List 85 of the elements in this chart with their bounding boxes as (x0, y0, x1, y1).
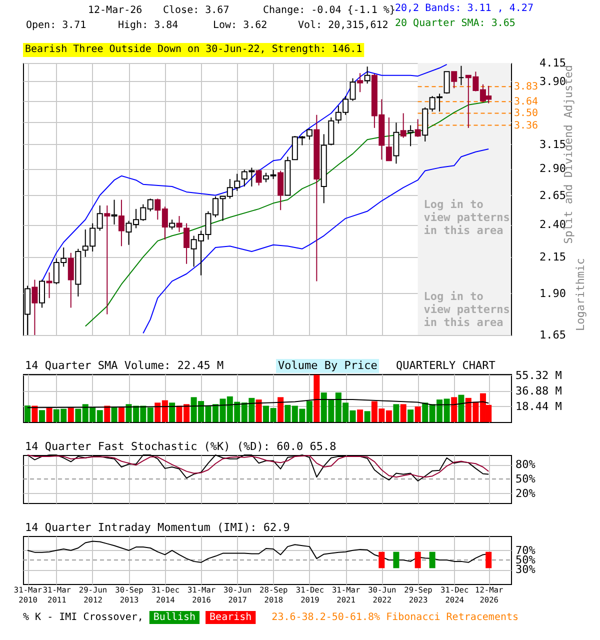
y-tick-label: 50% (516, 472, 536, 486)
bar (451, 397, 458, 422)
candlestick (451, 71, 458, 89)
candlestick (111, 199, 118, 225)
candlestick (104, 204, 110, 315)
candlestick (169, 219, 176, 230)
bar (364, 411, 370, 422)
chart-title: 14 Quarter SMA Volume: 22.45 M (25, 359, 224, 372)
y-tick-label: 3.15 (540, 138, 566, 151)
text: Low: 3.62 (213, 20, 268, 31)
bar (278, 397, 284, 422)
bar (39, 410, 45, 422)
bar (357, 410, 364, 422)
bar (400, 404, 406, 422)
candlestick (364, 66, 370, 84)
candlestick (400, 112, 406, 138)
candlestick (256, 169, 262, 186)
candlestick (458, 65, 464, 86)
text: Close: 3.67 (163, 5, 230, 16)
y-tick-label: 80% (516, 458, 536, 472)
text: Open: 3.71 (26, 20, 86, 31)
bar (393, 404, 400, 422)
candlestick (176, 216, 182, 232)
text: Bearish (210, 612, 252, 623)
text: 12-Mar-26 (88, 5, 142, 16)
candlestick (184, 222, 190, 264)
ref-line-label: 3.50 (514, 108, 538, 120)
candlestick (46, 272, 52, 299)
candlestick (393, 122, 400, 164)
y-tick-label: 2.15 (540, 250, 566, 264)
band-label: Log in to view patterns in this area (424, 198, 510, 237)
text: Bullish (153, 612, 196, 623)
text: 23.6-38.2-50-61.8% Fibonacci Retracements (272, 612, 519, 623)
y-tick-label: 3.90 (540, 74, 566, 88)
y-tick-label: 18.44 M (516, 400, 562, 413)
ref-line-label: 3.83 (514, 82, 538, 93)
y-tick-label: 55.32 M (516, 368, 562, 382)
candlestick (386, 116, 392, 162)
candlestick (39, 279, 45, 308)
candlestick (357, 72, 364, 93)
ref-line-label: 3.64 (514, 96, 538, 108)
candlestick (32, 279, 38, 336)
y-tick-label: 4.15 (540, 56, 566, 70)
bar (24, 405, 31, 422)
bar (314, 374, 320, 422)
bar (111, 408, 118, 422)
text: QUARTERLY CHART (396, 359, 496, 372)
chart-title: Bearish Three Outside Down on 30-Jun-22, Strength: 146.1 (25, 44, 362, 55)
line-series (27, 399, 490, 408)
y-tick-label: 36.88 M (516, 384, 562, 398)
candlestick (68, 252, 74, 308)
y-tick-label: 1.65 (540, 328, 566, 342)
bar (68, 408, 74, 422)
bar (458, 394, 464, 422)
bar (408, 410, 414, 422)
bar (32, 406, 38, 422)
bar (118, 406, 124, 422)
chart-title: 14 Quarter Fast Stochastic (%K) (%D): 60.0 65.8 (25, 440, 336, 453)
bar (169, 402, 176, 422)
text: Vol: 20,315,612 (298, 20, 388, 31)
text: High: 3.84 (118, 20, 178, 31)
y-tick-label: 70% (516, 544, 536, 557)
candlestick (414, 118, 421, 138)
text: Volume By Price (278, 359, 378, 372)
y-tick-label: 2.40 (540, 218, 566, 231)
chart-title: 14 Quarter Intraday Momentum (IMI): 62.9 (25, 521, 290, 534)
annotation: Log in to view patterns in this area (424, 290, 510, 329)
text: 20,2 Bands: 3.11 , 4.27 (395, 3, 534, 14)
text: Change: -0.04 {-1.1 %} (263, 5, 396, 16)
y-tick-label: 30% (516, 563, 536, 576)
bar (256, 400, 262, 422)
ref-line-label: 3.36 (514, 120, 538, 132)
bar (104, 406, 110, 422)
text: Logarithmic (574, 258, 587, 331)
bar (46, 408, 52, 422)
candlestick (444, 71, 450, 94)
y-tick-label: 2.65 (540, 188, 566, 202)
bar (414, 406, 421, 422)
candlestick (408, 124, 414, 147)
candlestick (278, 170, 284, 211)
y-tick-label: 1.90 (540, 286, 566, 300)
text: 20 Quarter SMA: 3.65 (395, 18, 516, 29)
candlestick (118, 199, 124, 247)
y-tick-label: 20% (516, 486, 536, 500)
text: % K - IMI Crossover, (23, 612, 144, 623)
